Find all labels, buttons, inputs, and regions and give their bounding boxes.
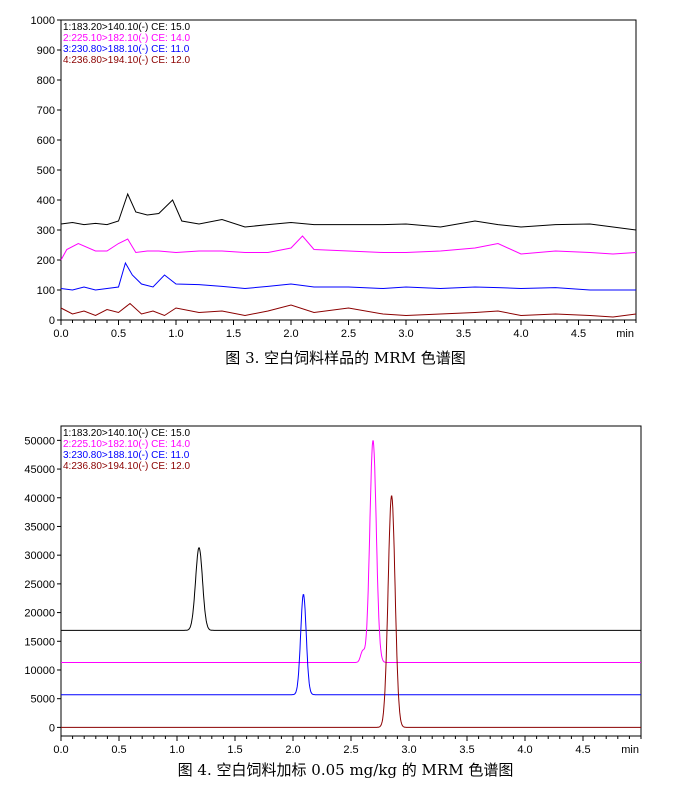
y-tick-label: 1000 [31, 15, 55, 27]
series-line-2 [61, 440, 641, 663]
figure-3-caption: 图 3. 空白饲料样品的 MRM 色谱图 [225, 349, 466, 367]
x-axis-unit-label: min [616, 328, 634, 340]
x-tick-label: 1.0 [168, 328, 183, 340]
legend-entry-3: 3:230.80>188.10(-) CE: 11.0 [63, 450, 190, 461]
x-tick-label: 0.5 [111, 744, 126, 756]
y-tick-label: 500 [37, 165, 55, 177]
x-tick-label: 0.0 [53, 744, 68, 756]
y-tick-label: 0 [49, 315, 55, 327]
x-tick-label: 4.5 [571, 328, 586, 340]
y-tick-label: 35000 [24, 521, 55, 533]
series-line-3 [60, 261, 636, 291]
y-tick-label: 10000 [24, 665, 55, 677]
x-tick-label: 3.5 [456, 328, 471, 340]
x-tick-label: 2.5 [343, 744, 358, 756]
x-tick-label: 4.0 [513, 328, 528, 340]
chart-blank-sample: 0 100 200 300 400 500 600 700 800 900 1000 0.0 0.5 1.… [31, 15, 637, 340]
series-line-1 [60, 192, 637, 231]
y-tick-label: 100 [37, 285, 55, 297]
series-line-2 [60, 235, 637, 261]
series-line-4 [61, 495, 641, 728]
legend-entry-4: 4:236.80>194.10(-) CE: 12.0 [63, 55, 190, 66]
x-tick-label: 1.5 [226, 328, 241, 340]
x-tick-label: 3.0 [398, 328, 413, 340]
y-tick-label: 200 [37, 255, 55, 267]
x-tick-label: 3.0 [401, 744, 416, 756]
y-tick-label: 15000 [24, 636, 55, 648]
plot-frame [60, 425, 642, 737]
y-tick-label: 0 [49, 722, 55, 734]
x-tick-label: 3.5 [459, 744, 474, 756]
x-axis-unit-label: min [621, 744, 639, 756]
legend-entry-3: 3:230.80>188.10(-) CE: 11.0 [63, 44, 190, 55]
y-tick-label: 300 [37, 225, 55, 237]
y-tick-label: 30000 [24, 550, 55, 562]
chart-spiked-sample: 0 5000 10000 15000 20000 25000 30000 35000 40000… [24, 425, 642, 756]
y-tick-label: 40000 [24, 493, 55, 505]
y-tick-label: 50000 [24, 435, 55, 447]
x-tick-label: 0.5 [111, 328, 126, 340]
x-tick-label: 4.0 [517, 744, 532, 756]
y-tick-label: 400 [37, 195, 55, 207]
legend-entry-4: 4:236.80>194.10(-) CE: 12.0 [63, 461, 190, 472]
y-tick-label: 700 [37, 105, 55, 117]
y-tick-label: 25000 [24, 579, 55, 591]
y-tick-label: 800 [37, 75, 55, 87]
figure-4-caption: 图 4. 空白饲料加标 0.05 mg/kg 的 MRM 色谱图 [177, 761, 514, 779]
x-tick-label: 2.0 [283, 328, 298, 340]
x-tick-label: 1.0 [169, 744, 184, 756]
series-line-3 [61, 594, 641, 696]
y-tick-label: 5000 [31, 694, 55, 706]
x-tick-label: 1.5 [227, 744, 242, 756]
series-line-4 [60, 302, 637, 318]
legend-entry-2: 2:225.10>182.10(-) CE: 14.0 [63, 439, 190, 450]
x-tick-label: 2.5 [341, 328, 356, 340]
y-tick-label: 45000 [24, 464, 55, 476]
y-tick-label: 600 [37, 135, 55, 147]
series-line-1 [61, 547, 641, 631]
legend-entry-2: 2:225.10>182.10(-) CE: 14.0 [63, 33, 190, 44]
legend-entry-1: 1:183.20>140.10(-) CE: 15.0 [63, 428, 190, 439]
y-tick-label: 20000 [24, 608, 55, 620]
x-tick-label: 0.0 [53, 328, 68, 340]
x-tick-label: 2.0 [285, 744, 300, 756]
y-tick-label: 900 [37, 45, 55, 57]
legend-entry-1: 1:183.20>140.10(-) CE: 15.0 [63, 22, 190, 33]
x-tick-label: 4.5 [575, 744, 590, 756]
